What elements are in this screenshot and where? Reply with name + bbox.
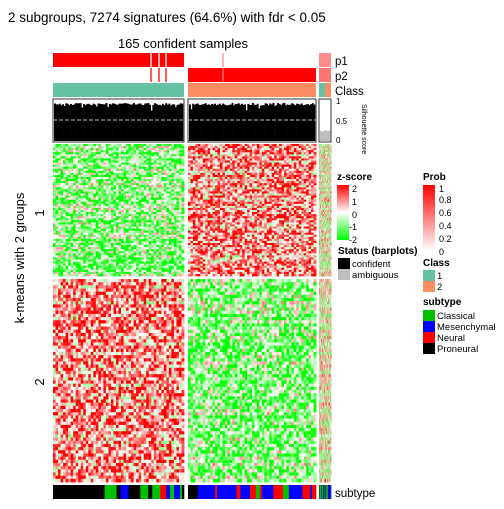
row-group-2-label: 2 [32, 378, 47, 385]
p1-class1-cell [53, 53, 184, 67]
heatmap-cell [126, 274, 129, 276]
class-ambiguous-cell [319, 83, 325, 97]
heatmap-cell [174, 274, 177, 276]
heatmap-cell [131, 274, 134, 276]
heatmap-cell [98, 274, 101, 276]
heatmap-cell [139, 274, 142, 276]
class-annotation-track [53, 83, 331, 97]
p1-annotation-track [53, 53, 331, 67]
p2-intermediate-cell [222, 68, 224, 82]
heatmap-cell [124, 274, 127, 276]
heatmap-cell [113, 274, 116, 276]
p2-class1-cell [53, 68, 184, 82]
heatmap-cell [166, 274, 169, 276]
silhouette-bar-ambiguous [320, 131, 322, 141]
subtype-label: subtype [335, 488, 375, 500]
silhouette-bar-ambiguous [326, 131, 328, 141]
class-ambiguous-cell [325, 83, 331, 97]
heatmap-cell [61, 274, 64, 276]
heatmap-cell [63, 274, 66, 276]
silhouette-tick-0: 0 [336, 136, 341, 145]
heatmap-cell [179, 274, 182, 276]
heatmap-cell [68, 274, 71, 276]
p1-intermediate-cell [150, 53, 152, 67]
heatmap-cell [116, 274, 119, 276]
heatmap-cell [108, 274, 111, 276]
heatmap-cell [106, 274, 109, 276]
heatmap-cell [164, 274, 167, 276]
heatmap-cell [176, 274, 179, 276]
silhouette-axis-title: Silhouette score [360, 104, 367, 154]
p2-intermediate-cell [150, 68, 152, 82]
heatmap-cell [121, 274, 124, 276]
p2-label: p2 [335, 71, 348, 83]
class-2-cell [188, 83, 316, 97]
heatmap-cell [159, 274, 162, 276]
heatmap-block-row1-class2 [188, 144, 316, 276]
heatmap-cell [93, 274, 96, 276]
silhouette-bar-class2 [313, 105, 315, 141]
heatmap-cell [119, 274, 122, 276]
heatmap-cell [141, 274, 144, 276]
silhouette-bar-ambiguous [322, 132, 324, 141]
chart-title: 2 subgroups, 7274 signatures (64.6%) wit… [8, 10, 326, 25]
heatmap-cell [156, 274, 159, 276]
p2-ambiguous-cell [319, 68, 331, 82]
p1-class2-cell [188, 53, 316, 67]
heatmap-cell [111, 274, 114, 276]
heatmap-cell [76, 274, 79, 276]
heatmap-cell [129, 274, 132, 276]
heatmap-cell [181, 274, 184, 276]
heatmap-cell [73, 274, 76, 276]
heatmap-cell [101, 274, 104, 276]
p1-intermediate-cell [165, 53, 167, 67]
signature-heatmap [53, 144, 331, 482]
silhouette-bar-ambiguous [324, 130, 326, 141]
heatmap-cell [171, 274, 174, 276]
heatmap-cell [86, 274, 89, 276]
silhouette-tick-1: 1 [336, 97, 341, 106]
silhouette-bar-ambiguous [328, 131, 330, 141]
p2-annotation-track [53, 68, 331, 82]
p1-label: p1 [335, 56, 348, 68]
heatmap-cell [78, 274, 81, 276]
p1-ambiguous-cell [319, 53, 331, 67]
heatmap-cell [53, 274, 56, 276]
heatmap-cell [56, 274, 59, 276]
p2-intermediate-cell [165, 68, 167, 82]
heatmap-cell [146, 274, 149, 276]
chart-subtitle: 165 confident samples [118, 36, 249, 51]
heatmap-cell [149, 274, 152, 276]
heatmap-cell [96, 274, 99, 276]
heatmap-cell [58, 274, 61, 276]
heatmap-cell [161, 274, 164, 276]
p1-intermediate-cell [158, 53, 160, 67]
heatmap-cell [151, 274, 154, 276]
heatmap-cell [134, 274, 137, 276]
heatmap-cell [66, 274, 69, 276]
p2-class2-cell [188, 68, 316, 82]
y-axis-label: k-means with 2 groups [12, 192, 27, 323]
row-group-1-label: 1 [32, 209, 47, 216]
heatmap-cell [81, 274, 84, 276]
p2-intermediate-cell [158, 68, 160, 82]
heatmap-cell [88, 274, 91, 276]
heatmap-block-row1-class1 [53, 144, 184, 276]
heatmap-cell [169, 274, 172, 276]
heatmap-cell [71, 274, 74, 276]
heatmap-cell [154, 274, 157, 276]
silhouette-bar-class1 [181, 104, 183, 141]
p1-intermediate-cell [222, 53, 224, 67]
class-1-cell [53, 83, 184, 97]
heatmap-cell [144, 274, 147, 276]
silhouette-tick-0.5: 0.5 [336, 117, 348, 126]
heatmap-cell [136, 274, 139, 276]
heatmap-cell [83, 274, 86, 276]
heatmap-cell [91, 274, 94, 276]
heatmap-cell [103, 274, 106, 276]
